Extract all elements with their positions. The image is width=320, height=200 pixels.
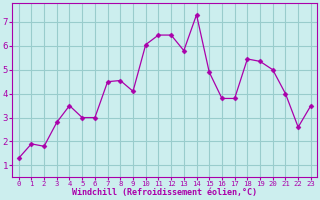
X-axis label: Windchill (Refroidissement éolien,°C): Windchill (Refroidissement éolien,°C) [72, 188, 257, 197]
